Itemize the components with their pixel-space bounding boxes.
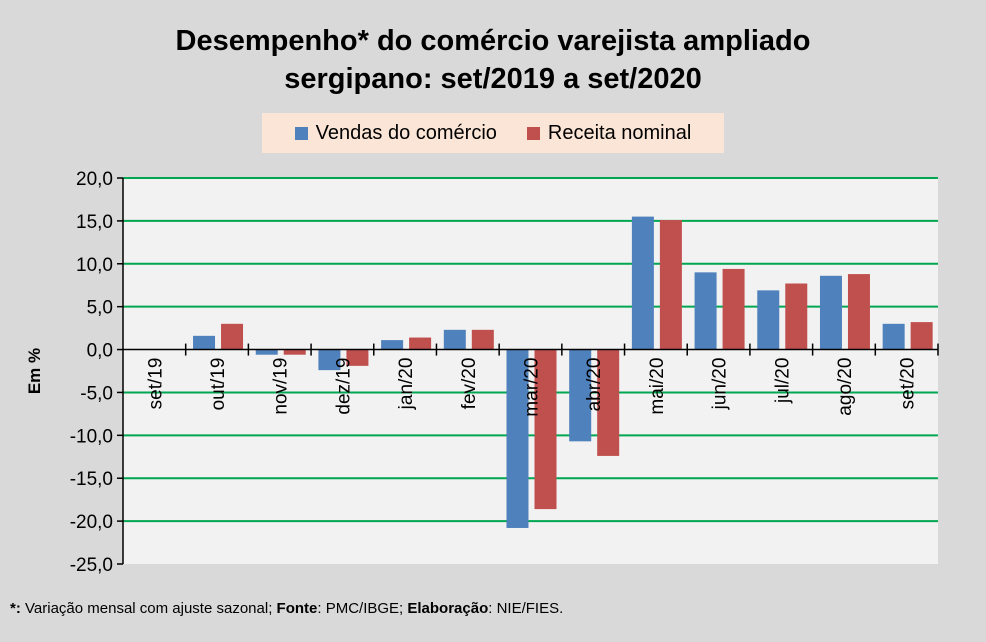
bar-receita — [221, 323, 244, 350]
bar-vendas — [506, 349, 529, 528]
bar-vendas — [193, 335, 216, 350]
bar-receita — [659, 220, 682, 350]
legend: Vendas do comércio Receita nominal — [262, 113, 724, 153]
y-tick-label: -25,0 — [70, 555, 113, 576]
footnote-text: Variação mensal com ajuste sazonal; — [20, 600, 277, 617]
footnote-source-label: Fonte — [276, 600, 318, 617]
bar-receita — [785, 283, 808, 350]
y-tick-label: -20,0 — [70, 512, 113, 533]
y-tick-label: -15,0 — [70, 469, 113, 490]
footnote-elab-label: Elaboração — [407, 600, 489, 617]
bar-vendas — [443, 329, 466, 350]
bar-vendas — [694, 272, 717, 350]
x-tick-label: dez/19 — [333, 358, 354, 415]
x-tick-label: fev/20 — [459, 358, 480, 410]
bar-vendas — [882, 323, 905, 350]
bar-receita — [534, 349, 557, 510]
bar-receita — [910, 322, 933, 350]
x-tick-label: out/19 — [208, 358, 229, 411]
x-tick-label: set/20 — [898, 358, 919, 410]
bar-receita — [847, 274, 870, 350]
bar-receita — [597, 349, 620, 456]
x-tick-label: jan/20 — [396, 358, 417, 411]
plot-area — [123, 178, 938, 564]
chart-title: Desempenho* do comércio varejista amplia… — [0, 22, 986, 98]
x-tick-label: mar/20 — [522, 358, 543, 417]
title-line-1: Desempenho* do comércio varejista amplia… — [175, 25, 811, 57]
y-tick-label: -10,0 — [70, 426, 113, 447]
bar-vendas — [757, 290, 780, 350]
x-tick-label: nov/19 — [271, 358, 292, 415]
bar-receita — [283, 349, 306, 355]
bar-receita — [722, 268, 745, 350]
bar-vendas — [381, 340, 404, 350]
bar-vendas — [819, 275, 842, 350]
legend-swatch — [294, 126, 308, 140]
bar-vendas — [569, 349, 592, 442]
legend-item-vendas: Vendas do comércio — [294, 121, 497, 145]
y-tick-label: -5,0 — [80, 383, 113, 404]
footnote-source: : PMC/IBGE; — [317, 600, 408, 617]
x-tick-label: abr/20 — [584, 358, 605, 412]
x-tick-label: jul/20 — [772, 358, 793, 404]
y-tick-label: 0,0 — [87, 341, 113, 362]
y-axis-label: Em % — [25, 348, 44, 394]
x-tick-label: set/19 — [145, 358, 166, 410]
legend-label: Vendas do comércio — [315, 121, 497, 144]
y-tick-label: 20,0 — [76, 169, 113, 190]
y-tick-label: 10,0 — [76, 255, 113, 276]
x-tick-label: ago/20 — [835, 358, 856, 416]
legend-swatch — [526, 126, 540, 140]
bar-vendas — [318, 349, 341, 371]
footnote-elab: : NIE/FIES. — [488, 600, 564, 617]
title-line-2: sergipano: set/2019 a set/2020 — [284, 63, 702, 95]
footnote-star: *: — [10, 600, 21, 617]
bar-chart: 20,0 15,0 10,0 5,0 0,0 -5,0 -10,0 -15,0 -20,0 -25… — [25, 169, 939, 576]
y-tick-label: 5,0 — [87, 298, 113, 319]
x-tick-label: jun/20 — [710, 358, 731, 411]
y-tick-label: 15,0 — [76, 212, 113, 233]
bar-receita — [346, 349, 369, 366]
bar-receita — [409, 337, 432, 350]
bar-vendas — [631, 216, 654, 350]
bar-vendas — [255, 349, 278, 355]
legend-label: Receita nominal — [547, 121, 692, 144]
footnote: *: Variação mensal com ajuste sazonal; F… — [10, 600, 563, 617]
bar-receita — [471, 329, 494, 350]
x-tick-label: mai/20 — [647, 358, 668, 415]
legend-item-receita: Receita nominal — [526, 121, 692, 145]
